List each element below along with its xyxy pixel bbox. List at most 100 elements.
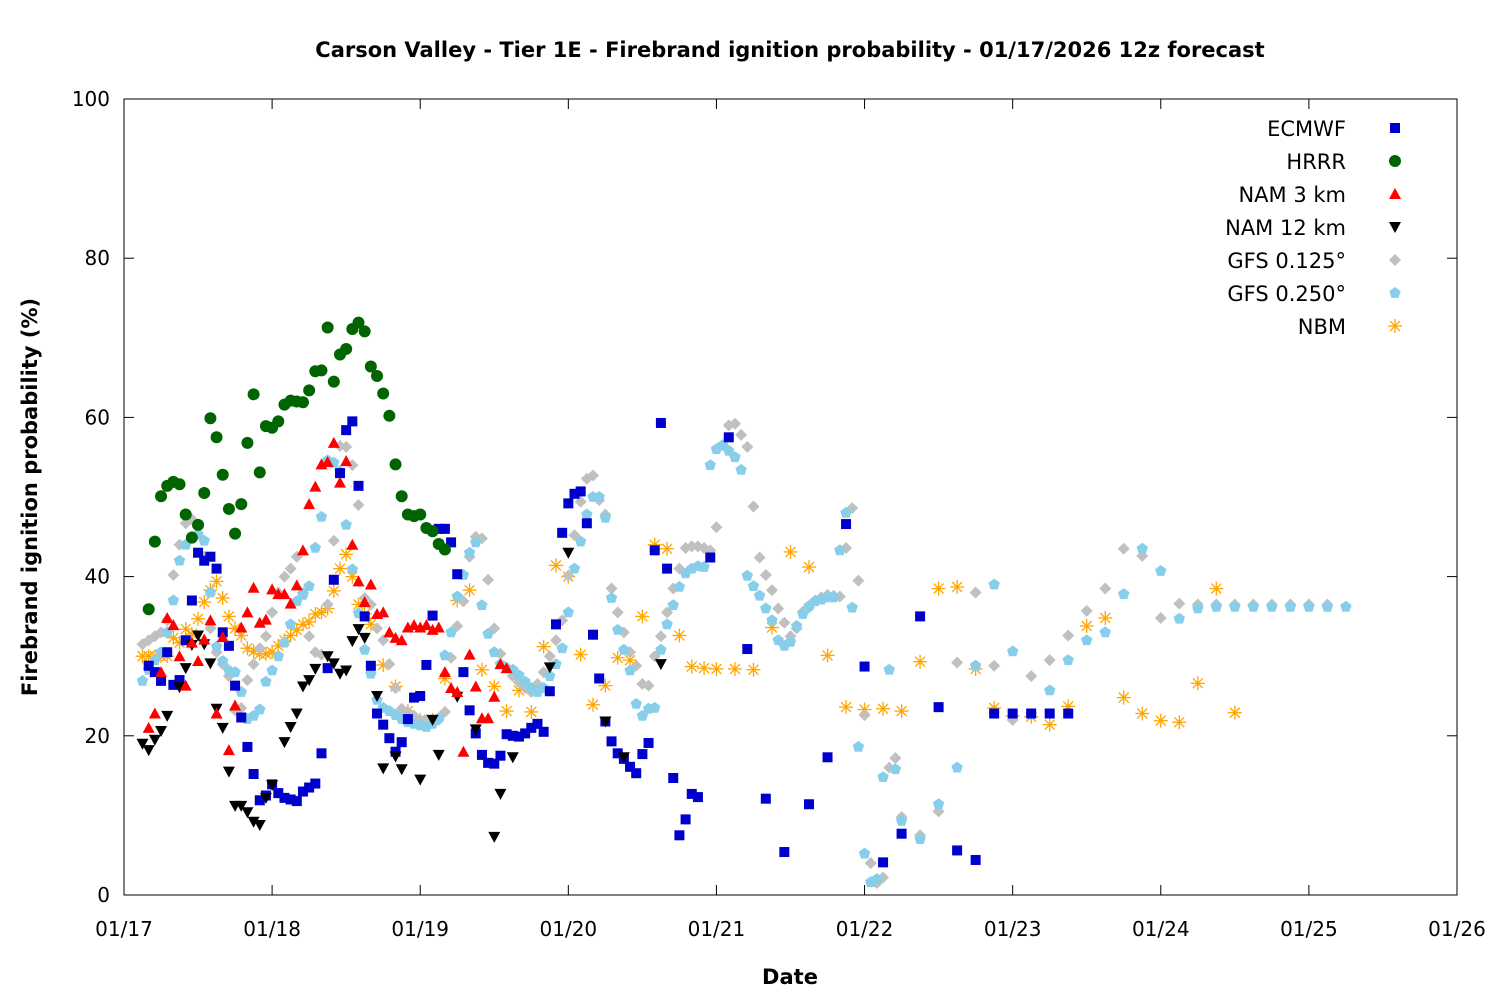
point-hrrr	[216, 468, 229, 481]
point-hrrr	[192, 518, 205, 531]
point-nbm	[1116, 690, 1131, 705]
point-nam-12-km	[161, 710, 174, 722]
point-ecmwf	[347, 416, 358, 427]
point-nbm	[783, 544, 798, 559]
point-nbm	[295, 617, 310, 632]
point-ecmwf	[378, 719, 389, 730]
point-ecmwf	[662, 563, 673, 574]
legend-marker-nam-3-km	[1389, 188, 1401, 199]
point-ecmwf	[328, 574, 339, 585]
point-hrrr	[222, 502, 235, 515]
point-nam-12-km	[358, 632, 371, 644]
point-nam-3-km	[346, 538, 359, 550]
x-tick-label: 01/21	[688, 917, 746, 941]
point-nbm	[635, 609, 650, 624]
point-ecmwf	[643, 737, 654, 748]
point-nam-12-km	[296, 681, 309, 693]
point-nam-12-km	[303, 675, 316, 687]
point-ecmwf	[970, 854, 981, 865]
point-gfs-0-250	[1340, 600, 1352, 612]
point-gfs-0-250	[593, 491, 605, 502]
legend-item-gfs-0-125: GFS 0.125°	[1227, 249, 1401, 273]
x-tick-label: 01/23	[984, 917, 1042, 941]
point-gfs-0-125	[1043, 654, 1056, 667]
point-nam-3-km	[284, 597, 297, 609]
x-tick-label: 01/26	[1428, 917, 1486, 941]
point-nam-12-km	[192, 630, 205, 642]
point-nam-12-km	[253, 819, 266, 831]
point-ecmwf	[655, 417, 666, 428]
point-ecmwf	[230, 680, 241, 691]
point-ecmwf	[396, 737, 407, 748]
point-ecmwf	[588, 629, 599, 640]
point-nbm	[474, 662, 489, 677]
point-ecmwf	[254, 795, 265, 806]
point-nbm	[197, 595, 212, 610]
point-nam-12-km	[179, 663, 192, 675]
point-nam-3-km	[352, 575, 365, 587]
plot-area-border	[123, 98, 1458, 896]
point-ecmwf	[310, 778, 321, 789]
point-nam-12-km	[543, 662, 556, 674]
legend-marker-nam-12-km	[1389, 222, 1401, 233]
point-ecmwf	[649, 545, 660, 556]
point-nam-12-km	[617, 752, 630, 764]
point-nam-3-km	[241, 606, 254, 618]
legend-label: GFS 0.250°	[1227, 282, 1346, 306]
point-nam-3-km	[142, 721, 155, 733]
point-gfs-0-125	[284, 562, 297, 575]
point-ecmwf	[205, 551, 216, 562]
point-gfs-0-250	[210, 640, 223, 652]
legend: ECMWF HRRR NAM 3 km NAM 12 km GFS 0.125° GFS …	[1225, 117, 1402, 339]
point-nam-12-km	[395, 764, 408, 776]
point-gfs-0-125	[1099, 582, 1112, 595]
point-hrrr	[414, 508, 427, 521]
point-ecmwf	[359, 611, 370, 622]
point-gfs-0-250	[858, 847, 871, 859]
point-gfs-0-250	[1155, 565, 1167, 576]
point-gfs-0-125	[988, 659, 1001, 672]
point-gfs-0-250	[624, 664, 636, 676]
point-nam-3-km	[216, 631, 229, 643]
point-gfs-0-125	[753, 551, 766, 564]
point-ecmwf	[483, 757, 494, 768]
point-nam-3-km	[364, 578, 377, 590]
point-ecmwf	[409, 692, 420, 703]
point-gfs-0-125	[1173, 597, 1186, 610]
point-nam-12-km	[371, 691, 384, 702]
point-gfs-0-250	[834, 544, 846, 556]
point-nam-12-km	[309, 663, 322, 675]
y-tick-label: 80	[85, 246, 110, 270]
point-ecmwf	[285, 794, 296, 805]
point-hrrr	[210, 431, 223, 444]
series-nbm	[135, 537, 1242, 732]
point-hrrr	[383, 409, 396, 422]
point-nam-12-km	[204, 658, 217, 670]
point-nam-3-km	[266, 583, 279, 595]
point-nam-3-km	[445, 682, 458, 694]
y-axis: 0 20 40 60 80 100	[72, 87, 1457, 907]
point-nam-3-km	[198, 633, 211, 645]
point-nbm	[339, 547, 354, 562]
legend-item-nbm: NBM	[1298, 315, 1402, 339]
chart-title: Carson Valley - Tier 1E - Firebrand igni…	[315, 38, 1264, 62]
point-gfs-0-250	[1173, 612, 1185, 624]
point-gfs-0-250	[877, 771, 889, 782]
point-gfs-0-125	[321, 598, 334, 611]
point-nbm	[1098, 610, 1113, 625]
point-hrrr	[438, 543, 451, 556]
point-nbm	[697, 661, 712, 676]
point-gfs-0-250	[747, 580, 760, 591]
point-nam-12-km	[340, 665, 353, 677]
point-ecmwf	[211, 563, 222, 574]
point-gfs-0-250	[581, 508, 593, 520]
point-ecmwf	[933, 702, 944, 713]
legend-item-ecmwf: ECMWF	[1267, 117, 1400, 141]
y-tick-label: 0	[97, 883, 110, 907]
point-hrrr	[253, 466, 266, 479]
point-gfs-0-250	[1099, 626, 1111, 638]
point-nam-3-km	[358, 596, 371, 608]
point-nam-3-km	[395, 634, 408, 646]
point-ecmwf	[322, 663, 333, 674]
point-ecmwf	[446, 537, 457, 548]
